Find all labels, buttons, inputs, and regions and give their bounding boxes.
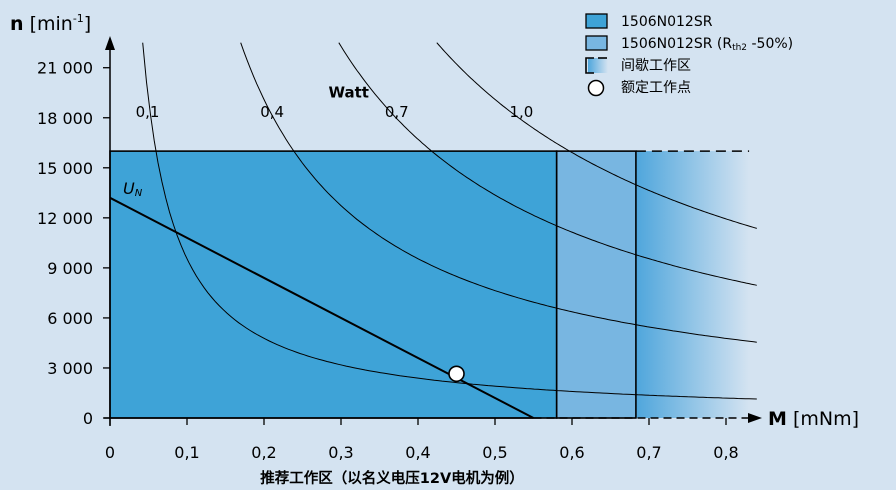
y-tick-label: 12 000 [37, 209, 93, 228]
power-curve-0-4 [240, 42, 757, 343]
x-tick-label: 0,4 [405, 443, 430, 462]
axes [103, 36, 762, 426]
y-axis-label: n [min-1] [10, 12, 91, 35]
legend-label: 1506N012SR [621, 14, 713, 30]
power-curves-title: Watt [328, 84, 368, 102]
power-curve-label: 0,4 [260, 103, 284, 121]
x-tick-label: 0,1 [174, 443, 199, 462]
x-tick-label: 0,7 [636, 443, 661, 462]
x-axis-arrow [748, 413, 762, 423]
annotations: UN [109, 179, 534, 419]
x-tick-label: 0,3 [328, 443, 353, 462]
region-intermittent [635, 151, 750, 418]
power-curve-label: 1,0 [509, 103, 533, 121]
rated-point-marker [448, 365, 465, 383]
legend-swatch [585, 35, 608, 51]
y-tick-label: 9 000 [47, 259, 93, 278]
y-tick-label: 6 000 [47, 309, 93, 328]
operating-regions [109, 150, 750, 419]
y-axis-arrow [105, 36, 115, 50]
y-tick-label: 21 000 [37, 59, 93, 78]
y-tick-label: 0 [83, 409, 93, 428]
x-axis-label: M [mNm] [768, 408, 859, 430]
legend-swatch [585, 13, 608, 29]
x-tick-label: 0,2 [251, 443, 276, 462]
power-curves [142, 42, 757, 400]
y-tick-label: 3 000 [47, 359, 93, 378]
y-tick-label: 18 000 [37, 109, 93, 128]
power-curve-label: 0,1 [136, 103, 160, 121]
y-tick-label: 15 000 [37, 159, 93, 178]
x-tick-label: 0 [105, 443, 115, 462]
legend-marker [587, 79, 605, 97]
region-rth2 [555, 150, 637, 419]
legend: 1506N012SR 1506N012SR (Rth2 -50%) 间歇工作区额定工… [585, 13, 793, 97]
voltage-line [109, 196, 534, 419]
legend-label: 额定工作点 [621, 80, 691, 96]
tick-labels: 0,1 0,4 0,7 1,0 Watt 0 0,1 0,2 0,3 0,4 0,5 0,6 0,7 0,… [10, 12, 859, 462]
region-continuous [109, 150, 558, 419]
x-tick-label: 0,6 [559, 443, 584, 462]
voltage-line-label: UN [123, 179, 143, 199]
legend-swatch-fade [588, 58, 608, 73]
footnote: 推荐工作区（以名义电压12V电机为例） [260, 469, 523, 487]
legend-label: 1506N012SR (Rth2 -50%) [621, 36, 793, 53]
power-curve-1-0 [436, 42, 757, 229]
legend-label: 间歇工作区 [621, 58, 691, 74]
x-tick-label: 0,5 [482, 443, 507, 462]
power-curve-0-7 [338, 42, 757, 286]
legend-swatch-bracket [585, 57, 594, 74]
x-tick-label: 0,8 [713, 443, 738, 462]
power-curve-label: 0,7 [385, 103, 409, 121]
power-curve-0-1 [142, 42, 757, 400]
